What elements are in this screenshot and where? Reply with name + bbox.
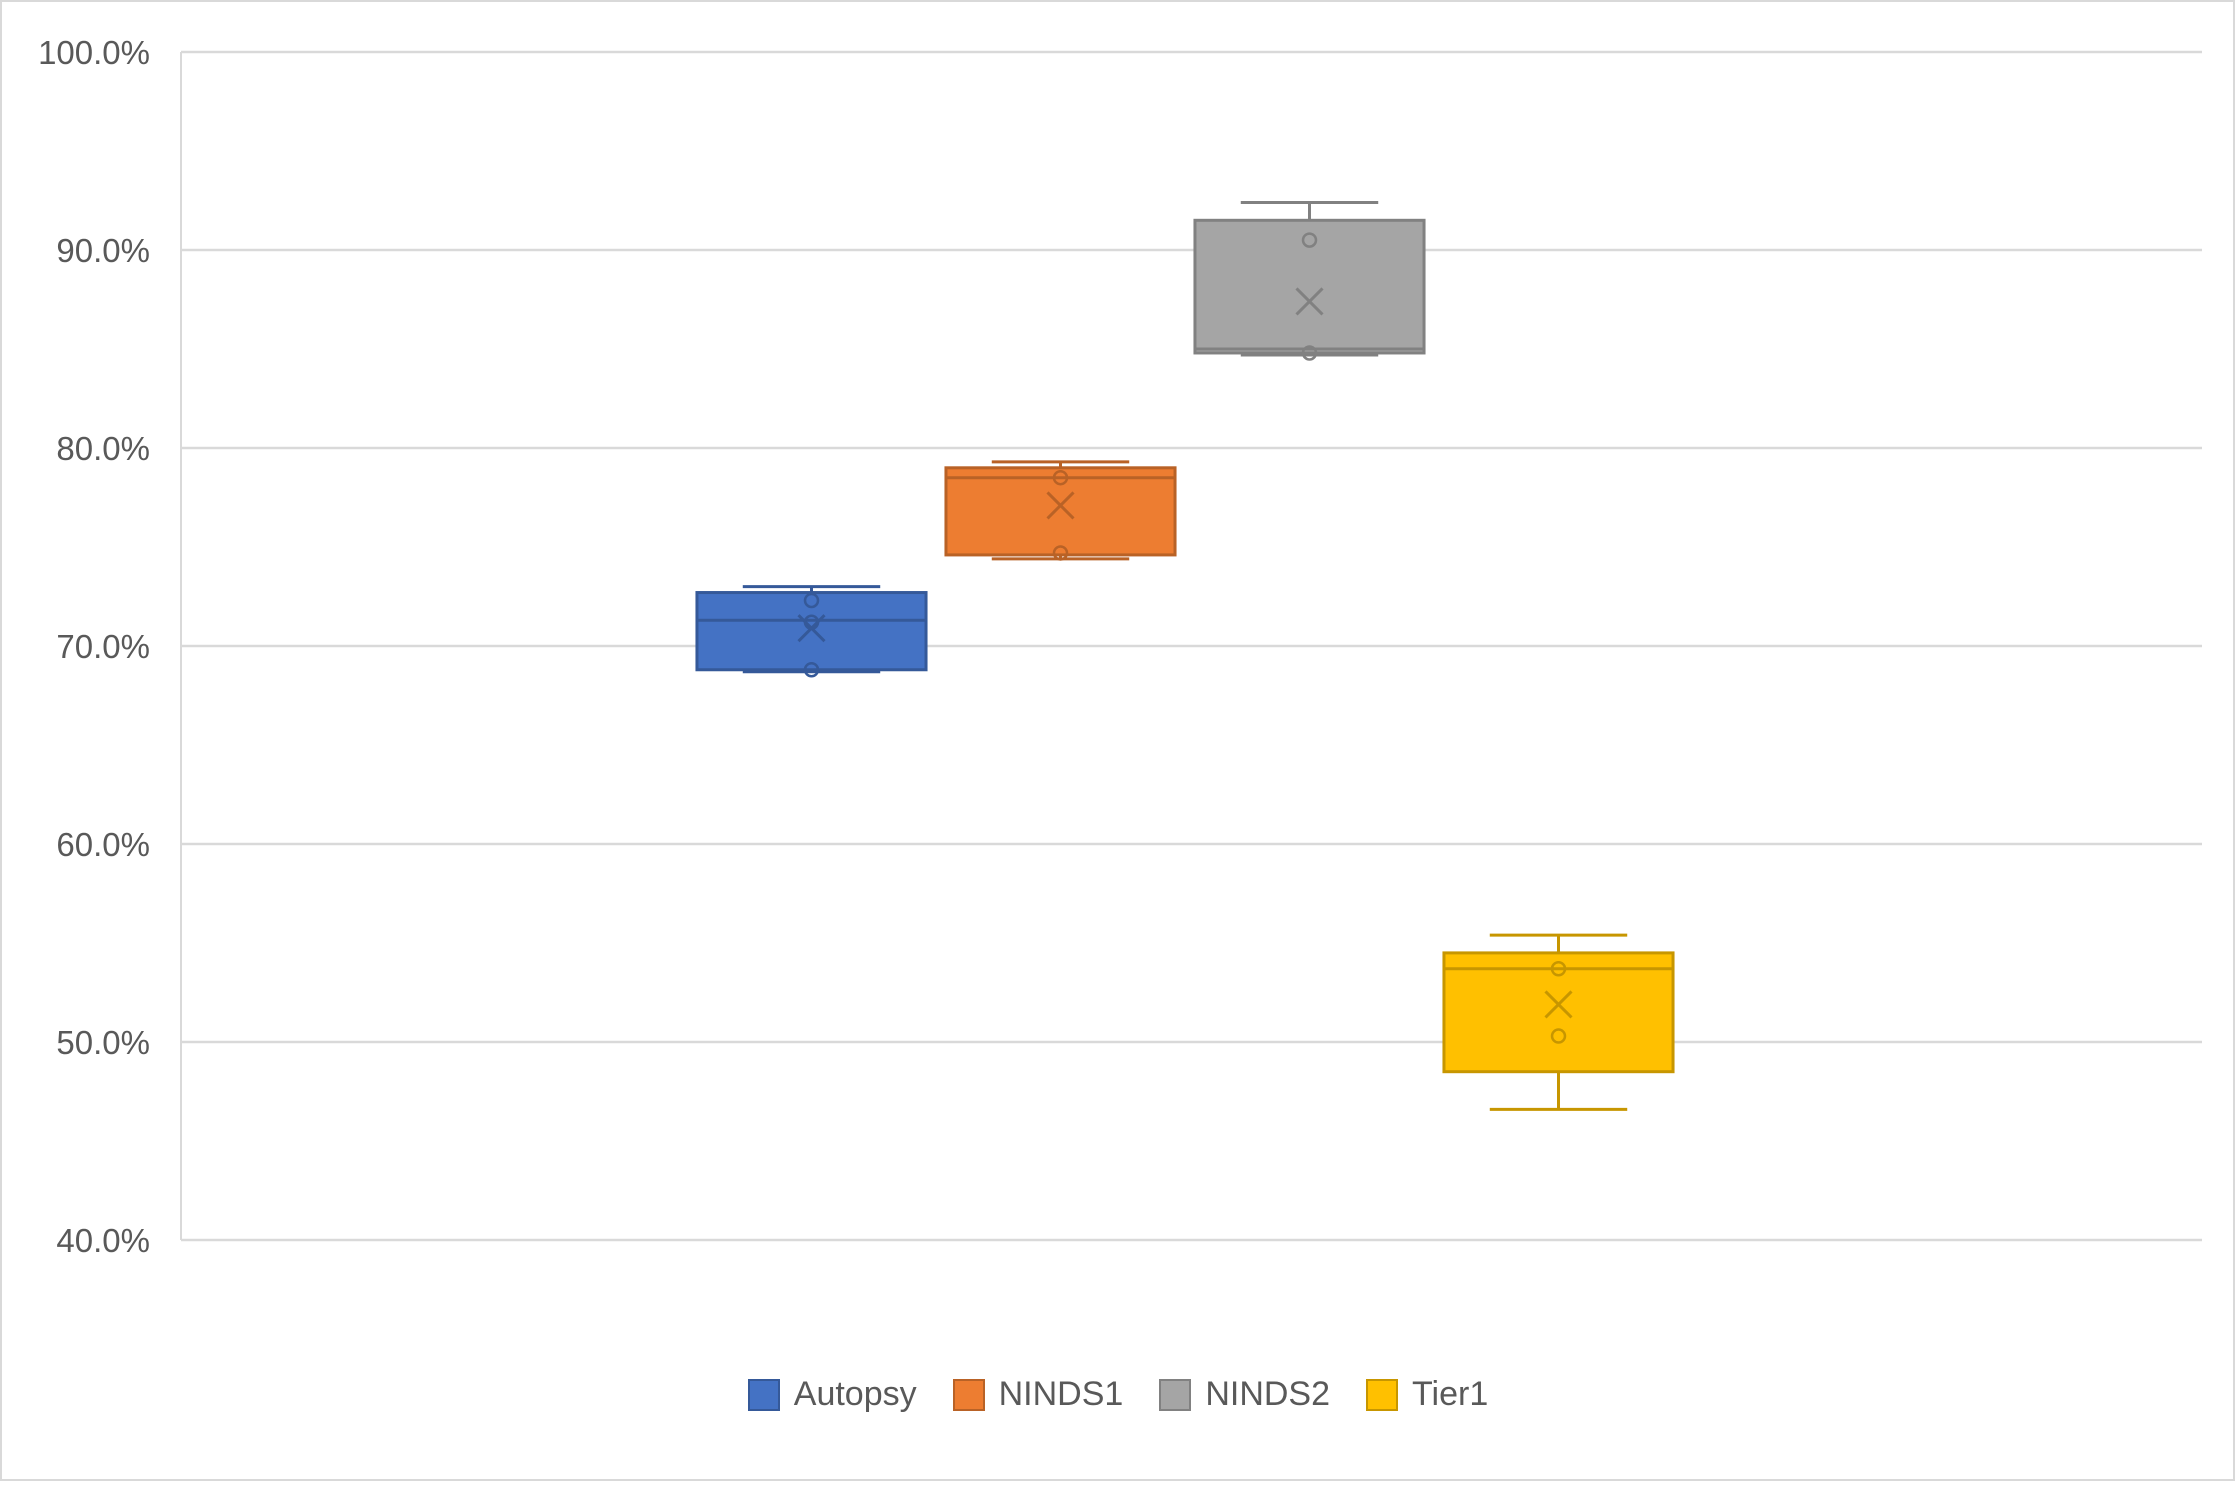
y-axis-tick-labels: 100.0% 90.0% 80.0% 70.0% 60.0% 50.0% 40.0% xyxy=(38,34,150,1259)
legend-swatch xyxy=(747,1378,780,1411)
legend-swatch xyxy=(952,1378,985,1411)
legend-swatch xyxy=(1159,1378,1192,1411)
legend-item-tier1: Tier1 xyxy=(1366,1375,1488,1414)
box-ninds1 xyxy=(944,460,1177,561)
legend-label: Autopsy xyxy=(793,1375,917,1413)
boxes xyxy=(695,200,1675,1111)
y-tick-label: 40.0% xyxy=(56,1222,150,1259)
y-tick-label: 60.0% xyxy=(56,826,150,863)
data-point xyxy=(803,614,820,630)
box-tier1 xyxy=(1442,933,1675,1111)
legend: Autopsy NINDS1 NINDS2 Tier1 xyxy=(0,1375,2236,1414)
mean-marker xyxy=(1295,287,1324,316)
legend-label: Tier1 xyxy=(1412,1375,1489,1413)
data-point xyxy=(1550,1028,1567,1044)
data-point xyxy=(1550,960,1567,977)
y-tick-label: 90.0% xyxy=(56,232,150,269)
y-tick-label: 50.0% xyxy=(56,1024,150,1061)
legend-label: NINDS1 xyxy=(998,1375,1124,1413)
y-tick-label: 70.0% xyxy=(56,628,150,665)
legend-item-ninds2: NINDS2 xyxy=(1159,1375,1330,1414)
box-iqr xyxy=(695,591,928,672)
box-iqr xyxy=(1442,951,1675,1074)
box-iqr xyxy=(1193,218,1426,355)
gridlines xyxy=(180,50,2202,1242)
data-point xyxy=(803,662,820,678)
mean-marker xyxy=(1046,491,1075,520)
legend-swatch xyxy=(1366,1378,1399,1411)
y-tick-label: 80.0% xyxy=(56,430,150,467)
legend-item-autopsy: Autopsy xyxy=(747,1375,917,1414)
data-point xyxy=(1052,469,1069,486)
box-ninds2 xyxy=(1193,200,1426,361)
data-point xyxy=(1301,345,1318,361)
box-autopsy xyxy=(695,585,928,678)
data-point xyxy=(1301,232,1318,248)
y-tick-label: 100.0% xyxy=(38,34,150,71)
box-iqr xyxy=(944,466,1177,557)
legend-label: NINDS2 xyxy=(1205,1375,1331,1413)
legend-item-ninds1: NINDS1 xyxy=(952,1375,1124,1414)
mean-marker xyxy=(1544,990,1573,1019)
data-point xyxy=(1052,545,1069,561)
data-point xyxy=(803,592,820,609)
